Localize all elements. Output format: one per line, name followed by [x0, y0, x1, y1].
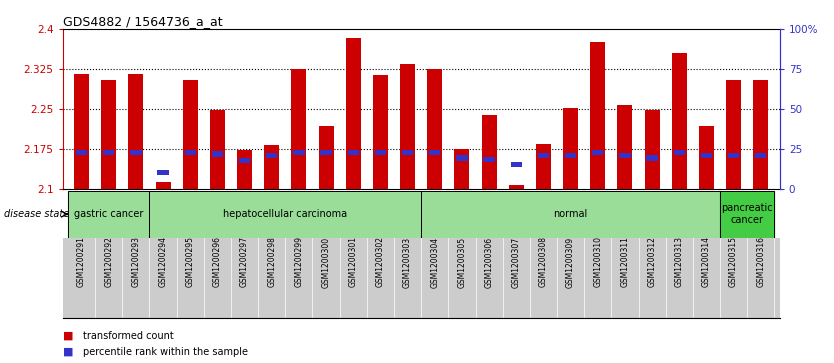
- Bar: [294, 150, 304, 155]
- Bar: [212, 151, 224, 157]
- Bar: [563, 108, 578, 189]
- Bar: [348, 150, 359, 155]
- Bar: [158, 170, 168, 175]
- Bar: [753, 79, 768, 189]
- Bar: [421, 191, 720, 238]
- Bar: [184, 150, 196, 155]
- Bar: [210, 110, 225, 189]
- Bar: [319, 126, 334, 189]
- Bar: [427, 69, 442, 189]
- Bar: [183, 79, 198, 189]
- Bar: [720, 191, 774, 238]
- Bar: [726, 79, 741, 189]
- Text: GDS4882 / 1564736_a_at: GDS4882 / 1564736_a_at: [63, 15, 222, 28]
- Bar: [728, 152, 739, 158]
- Bar: [510, 162, 522, 167]
- Bar: [103, 150, 114, 155]
- Bar: [429, 150, 440, 155]
- Bar: [264, 144, 279, 189]
- Bar: [373, 76, 388, 189]
- Bar: [701, 152, 712, 158]
- Bar: [128, 74, 143, 189]
- Bar: [239, 158, 250, 163]
- Bar: [592, 150, 604, 155]
- Text: pancreatic
cancer: pancreatic cancer: [721, 203, 773, 225]
- Bar: [74, 74, 89, 189]
- Bar: [481, 115, 496, 189]
- Text: disease state: disease state: [4, 209, 69, 219]
- Bar: [645, 110, 660, 189]
- Bar: [76, 150, 88, 155]
- Bar: [237, 150, 252, 189]
- Text: percentile rank within the sample: percentile rank within the sample: [83, 347, 249, 357]
- Text: gastric cancer: gastric cancer: [74, 209, 143, 219]
- Bar: [130, 150, 142, 155]
- Bar: [266, 152, 278, 158]
- Bar: [755, 152, 766, 158]
- Text: transformed count: transformed count: [83, 331, 174, 341]
- Bar: [149, 191, 421, 238]
- Text: hepatocellular carcinoma: hepatocellular carcinoma: [224, 209, 348, 219]
- Text: ■: ■: [63, 331, 73, 341]
- Bar: [402, 150, 414, 155]
- Bar: [484, 157, 495, 162]
- Bar: [68, 191, 149, 238]
- Bar: [291, 69, 306, 189]
- Text: ■: ■: [63, 347, 73, 357]
- Bar: [374, 150, 386, 155]
- Bar: [68, 191, 149, 238]
- Bar: [619, 152, 631, 158]
- Bar: [674, 150, 685, 155]
- Bar: [538, 152, 549, 158]
- Bar: [509, 184, 524, 189]
- Bar: [565, 152, 576, 158]
- Bar: [346, 38, 361, 189]
- Bar: [456, 155, 468, 160]
- Text: normal: normal: [554, 209, 588, 219]
- Bar: [149, 191, 421, 238]
- Bar: [320, 150, 332, 155]
- Bar: [156, 182, 170, 189]
- Bar: [646, 155, 658, 160]
- Bar: [536, 143, 551, 189]
- Bar: [455, 149, 470, 189]
- Bar: [590, 42, 605, 189]
- Bar: [699, 126, 714, 189]
- Bar: [672, 53, 686, 189]
- Bar: [400, 64, 415, 189]
- Bar: [101, 79, 116, 189]
- Bar: [421, 191, 720, 238]
- Bar: [617, 105, 632, 189]
- Bar: [720, 191, 774, 238]
